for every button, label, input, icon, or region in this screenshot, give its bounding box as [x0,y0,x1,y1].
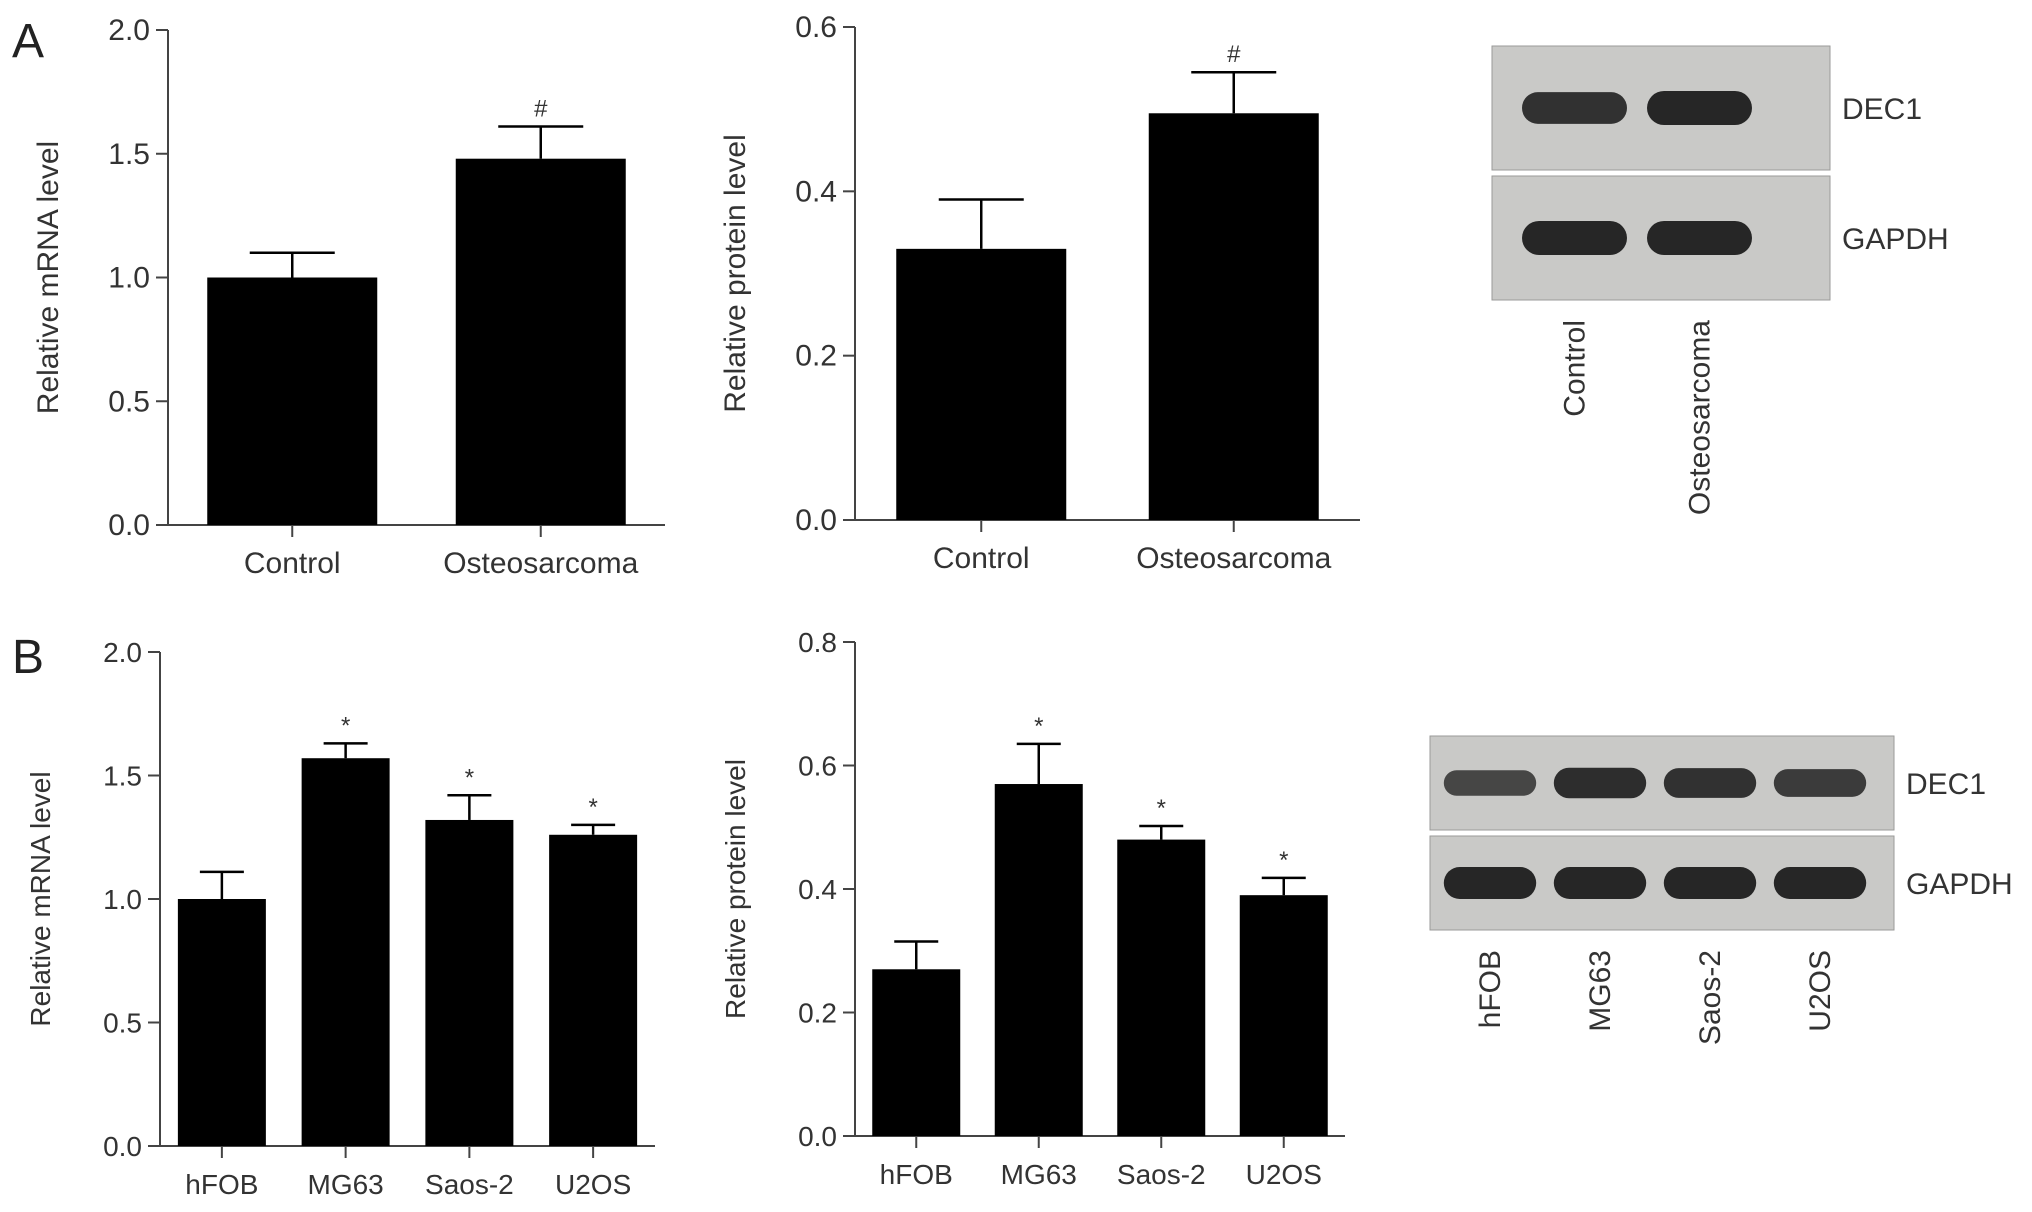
bar [177,899,266,1146]
blot-band [1647,221,1752,255]
y-tick-label: 1.5 [103,761,142,792]
blot-lane-label: MG63 [1584,950,1617,1032]
blot-row-label: DEC1 [1906,768,1986,801]
x-tick-label: Control [244,547,341,580]
y-tick-label: 0.0 [108,509,150,542]
blot-lane-label: Osteosarcoma [1684,320,1717,515]
y-tick-label: 0.0 [798,1121,837,1152]
blot-lane-label: U2OS [1804,950,1837,1032]
y-tick-label: 0.5 [103,1008,142,1039]
blot-row-label: GAPDH [1842,223,1949,256]
x-tick-label: MG63 [308,1169,384,1200]
y-tick-label: 0.5 [108,385,150,418]
significance-marker: * [1034,713,1043,740]
x-tick-label: hFOB [880,1159,953,1190]
y-tick-label: 0.8 [798,627,837,658]
chart-a-mrna-relative-mrna: 0.0 0.5 1.0 1.5 2.0 Relative mRNA level Contro… [32,14,665,580]
blot-row-label: DEC1 [1842,93,1922,126]
bar [994,784,1083,1136]
y-tick-label: 0.2 [798,998,837,1029]
blot-band [1647,91,1752,125]
x-tick-label: Osteosarcoma [443,547,638,580]
panel-label-b: B [12,631,45,684]
bar [301,758,390,1146]
blot-row-label: GAPDH [1906,868,2013,901]
bar [1117,839,1206,1136]
y-tick-label: 0.0 [103,1131,142,1162]
bar [549,834,638,1146]
bar [425,819,514,1146]
blot-band [1522,92,1627,124]
y-tick-label: 0.2 [795,340,837,373]
blot-band [1553,767,1647,799]
x-tick-label: Saos-2 [1117,1159,1206,1190]
y-tick-label: 2.0 [108,14,150,47]
x-tick-label: Osteosarcoma [1136,542,1331,575]
y-tick-label: 0.4 [795,175,837,208]
bar [896,248,1067,520]
chart-b-mrna-relative-mrna: 0.0 0.5 1.0 1.5 2.0 Relative mRNA level hFOB * M… [25,637,655,1200]
blot-band [1663,768,1757,798]
bar [1239,895,1328,1136]
western-blot-b: DEC1 GAPDH hFOB MG63 Saos-2 U2OS [1429,735,2013,1045]
blot-band [1773,769,1867,797]
y-tick-label: 1.0 [108,262,150,295]
blot-band [1663,867,1757,899]
significance-marker: # [534,96,548,123]
blot-band [1522,221,1627,255]
bar [1148,113,1319,521]
significance-marker: * [1157,795,1166,822]
blot-lane-label: Saos-2 [1694,950,1727,1045]
western-blot-a: DEC1 GAPDH Control Osteosarcoma [1491,45,1949,515]
x-tick-label: U2OS [1246,1159,1322,1190]
significance-marker: * [341,712,350,739]
significance-marker: * [465,764,474,791]
bar [207,277,378,525]
y-tick-label: 0.0 [795,504,837,537]
y-tick-label: 2.0 [103,637,142,668]
significance-marker: * [1279,847,1288,874]
significance-marker: # [1227,41,1241,68]
panel-label-a: A [12,15,45,68]
x-tick-label: hFOB [185,1169,258,1200]
blot-lane-label: Control [1559,320,1592,417]
x-tick-label: Saos-2 [425,1169,514,1200]
y-axis-label: Relative mRNA level [32,141,65,414]
y-tick-label: 0.6 [795,11,837,44]
y-tick-label: 1.5 [108,138,150,171]
x-tick-label: Control [933,542,1030,575]
blot-lane-label: hFOB [1474,950,1507,1028]
y-axis-label: Relative mRNA level [25,771,56,1026]
blot-band [1773,867,1867,899]
blot-band [1443,867,1537,899]
blot-band [1553,867,1647,899]
y-axis-label: Relative protein level [719,134,752,412]
bar [455,158,626,525]
y-tick-label: 0.4 [798,874,837,905]
x-tick-label: MG63 [1001,1159,1077,1190]
chart-b-protein-relative-protein: 0.0 0.2 0.4 0.6 0.8 Relative protein level hFO… [720,627,1345,1190]
y-axis-label: Relative protein level [720,759,751,1019]
blot-band [1443,770,1537,796]
y-tick-label: 0.6 [798,751,837,782]
significance-marker: * [588,794,597,821]
bar [872,969,961,1136]
chart-a-protein-relative-protein: 0.0 0.2 0.4 0.6 Relative protein level Contro… [719,11,1360,575]
y-tick-label: 1.0 [103,884,142,915]
x-tick-label: U2OS [555,1169,631,1200]
